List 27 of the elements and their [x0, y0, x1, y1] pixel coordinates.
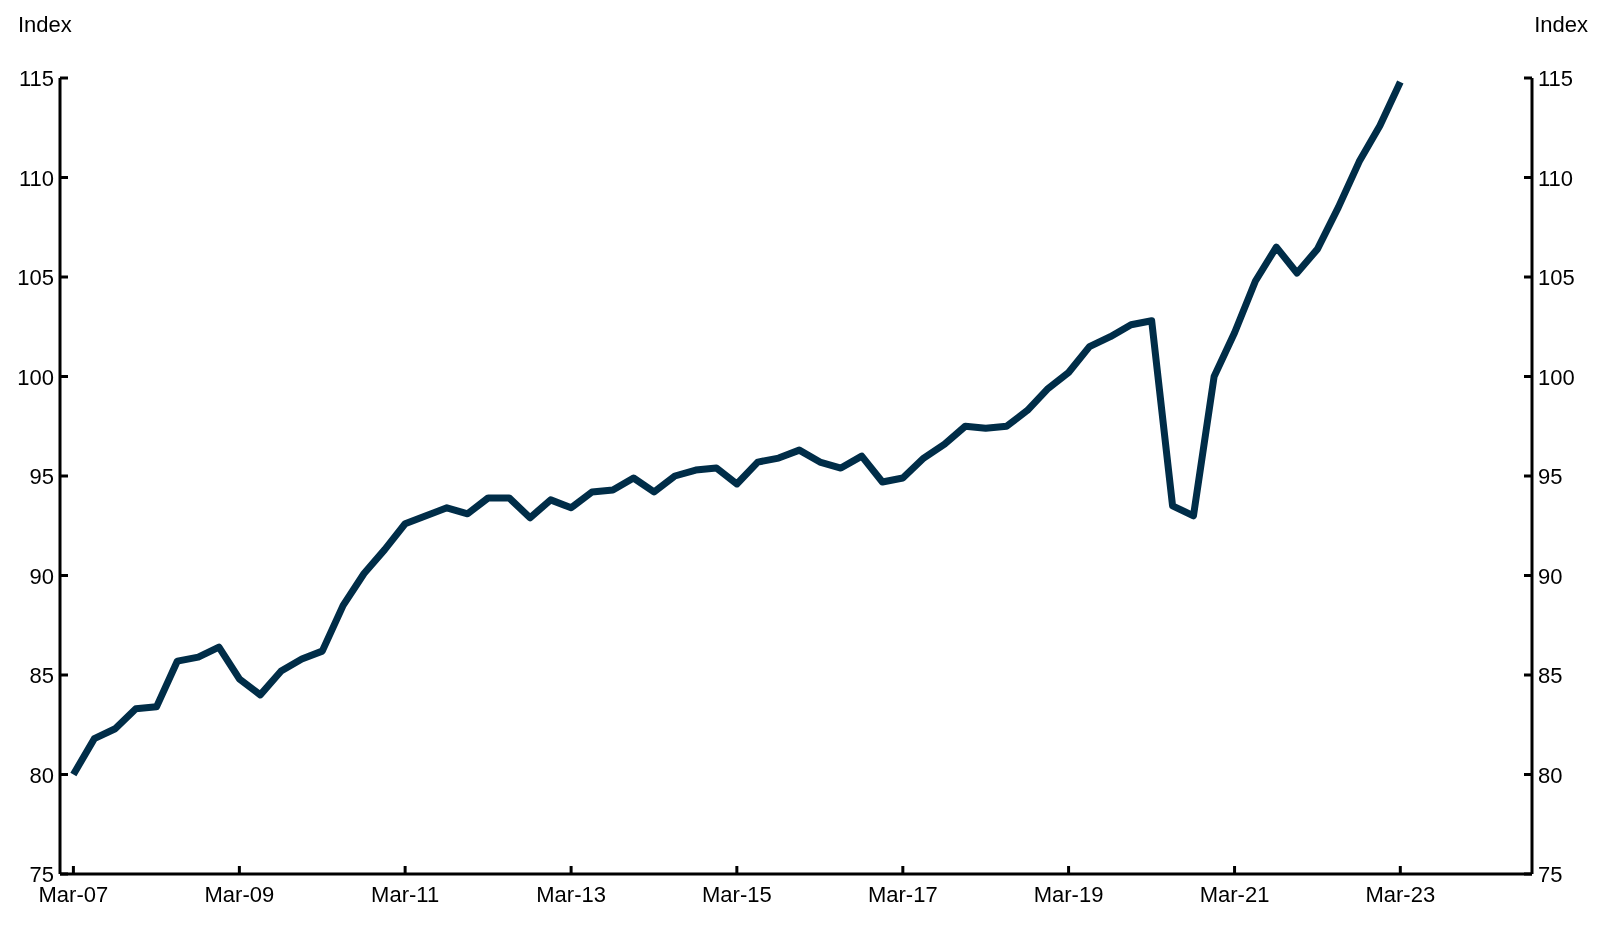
- x-tick-label: Mar-23: [1365, 882, 1436, 907]
- x-tick-label: Mar-11: [371, 882, 440, 907]
- x-tick-label: Mar-13: [536, 882, 606, 907]
- x-tick-label: Mar-09: [204, 882, 275, 907]
- y-tick-label: 115: [18, 66, 54, 91]
- y2-axis-title: Index: [1534, 12, 1588, 37]
- y2-tick-label: 85: [1538, 663, 1563, 688]
- y2-tick-label: 80: [1538, 762, 1563, 788]
- x-tick-label: Mar-17: [867, 882, 938, 907]
- y-tick-label: 100: [17, 364, 54, 390]
- x-tick-label: Mar-21: [1199, 882, 1270, 907]
- y2-tick-label: 90: [1538, 563, 1563, 589]
- x-tick-label: Mar-15: [702, 882, 772, 907]
- y-tick-label: 80: [29, 762, 54, 788]
- y2-tick-label: 115: [1538, 66, 1574, 91]
- y-tick-label: 95: [29, 464, 54, 489]
- x-tick-label: Mar-19: [1033, 882, 1104, 907]
- y2-tick-label: 75: [1538, 862, 1563, 887]
- y2-tick-label: 95: [1538, 464, 1563, 489]
- y-tick-label: 90: [29, 563, 54, 589]
- y2-tick-label: 105: [1538, 265, 1575, 290]
- y2-tick-label: 100: [1538, 364, 1575, 390]
- y-axis-title: Index: [18, 12, 72, 37]
- y-tick-label: 85: [29, 663, 54, 688]
- y2-tick-label: 110: [1538, 165, 1574, 191]
- y-tick-label: 105: [17, 265, 54, 290]
- y-tick-label: 110: [18, 165, 54, 191]
